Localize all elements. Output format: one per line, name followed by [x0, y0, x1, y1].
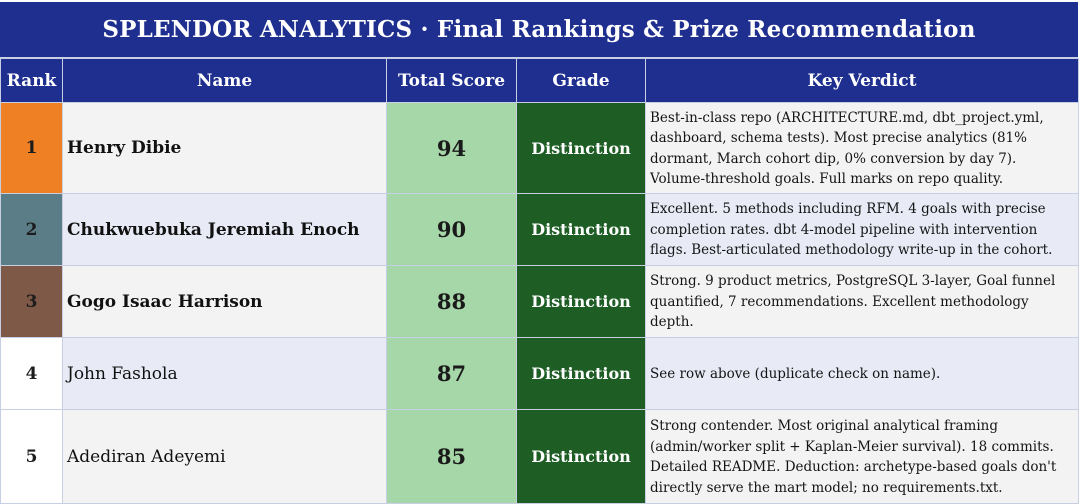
rank-cell[interactable]: 4: [0, 337, 63, 410]
column-header-grade[interactable]: Grade: [516, 58, 646, 103]
score-cell[interactable]: 88: [386, 265, 517, 338]
score-cell[interactable]: 94: [386, 102, 517, 194]
name-cell[interactable]: Adediran Adeyemi: [62, 409, 387, 504]
score-cell[interactable]: 85: [386, 409, 517, 504]
name-cell[interactable]: Henry Dibie: [62, 102, 387, 194]
grade-cell[interactable]: Distinction: [516, 409, 646, 504]
rank-cell[interactable]: 3: [0, 265, 63, 338]
column-header-key-verdict[interactable]: Key Verdict: [645, 58, 1079, 103]
table-row: 1 Henry Dibie 94 Distinction Best-in-cla…: [0, 102, 1079, 194]
name-cell[interactable]: Chukwuebuka Jeremiah Enoch: [62, 193, 387, 266]
table-row: 4 John Fashola 87 Distinction See row ab…: [0, 337, 1079, 410]
column-header-total-score[interactable]: Total Score: [386, 58, 517, 103]
verdict-cell[interactable]: See row above (duplicate check on name).: [645, 337, 1079, 410]
rank-cell[interactable]: 5: [0, 409, 63, 504]
table-row: 5 Adediran Adeyemi 85 Distinction Strong…: [0, 409, 1079, 504]
table-row: 2 Chukwuebuka Jeremiah Enoch 90 Distinct…: [0, 193, 1079, 266]
grade-cell[interactable]: Distinction: [516, 337, 646, 410]
rankings-table: Rank Name Total Score Grade Key Verdict …: [0, 58, 1079, 504]
score-cell[interactable]: 87: [386, 337, 517, 410]
grade-cell[interactable]: Distinction: [516, 193, 646, 266]
column-header-rank[interactable]: Rank: [0, 58, 63, 103]
grade-cell[interactable]: Distinction: [516, 102, 646, 194]
rank-cell[interactable]: 2: [0, 193, 63, 266]
verdict-cell[interactable]: Excellent. 5 methods including RFM. 4 go…: [645, 193, 1079, 266]
table-row: 3 Gogo Isaac Harrison 88 Distinction Str…: [0, 265, 1079, 338]
rank-cell[interactable]: 1: [0, 102, 63, 194]
column-header-name[interactable]: Name: [62, 58, 387, 103]
report-title: SPLENDOR ANALYTICS · Final Rankings & Pr…: [0, 2, 1078, 58]
grade-cell[interactable]: Distinction: [516, 265, 646, 338]
verdict-cell[interactable]: Strong. 9 product metrics, PostgreSQL 3-…: [645, 265, 1079, 338]
verdict-cell[interactable]: Best-in-class repo (ARCHITECTURE.md, dbt…: [645, 102, 1079, 194]
name-cell[interactable]: Gogo Isaac Harrison: [62, 265, 387, 338]
header-row: Rank Name Total Score Grade Key Verdict: [0, 58, 1079, 103]
score-cell[interactable]: 90: [386, 193, 517, 266]
name-cell[interactable]: John Fashola: [62, 337, 387, 410]
verdict-cell[interactable]: Strong contender. Most original analytic…: [645, 409, 1079, 504]
